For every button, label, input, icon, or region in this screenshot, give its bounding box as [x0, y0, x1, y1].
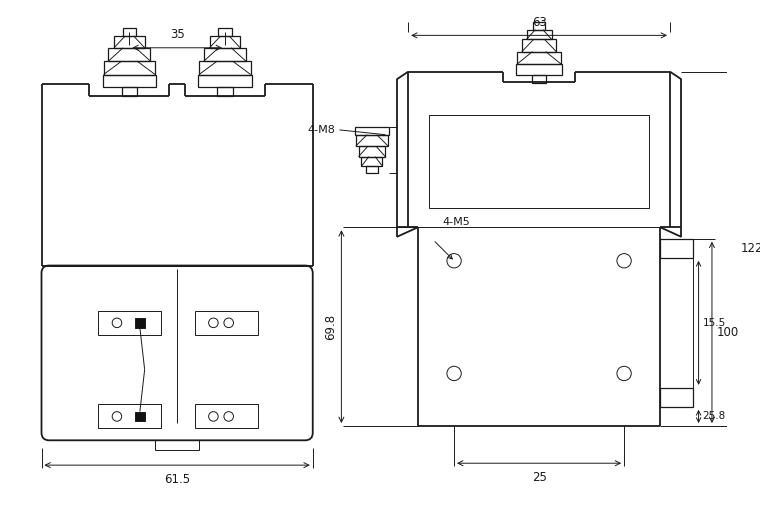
- Text: 4-M5: 4-M5: [442, 217, 470, 227]
- Bar: [103, 61, 155, 75]
- Text: 122: 122: [740, 242, 760, 256]
- Bar: [195, 405, 258, 428]
- Bar: [98, 311, 161, 335]
- Bar: [218, 28, 232, 36]
- Bar: [362, 157, 382, 166]
- Text: 4-M8: 4-M8: [308, 125, 336, 135]
- Text: 61.5: 61.5: [164, 473, 190, 486]
- Bar: [103, 75, 156, 87]
- Bar: [204, 48, 246, 61]
- Bar: [660, 388, 693, 407]
- Bar: [114, 36, 144, 48]
- Bar: [533, 76, 546, 83]
- Bar: [217, 87, 233, 96]
- Bar: [122, 87, 137, 96]
- Bar: [198, 75, 252, 87]
- Bar: [356, 135, 388, 146]
- Text: 35: 35: [169, 28, 185, 41]
- Bar: [109, 48, 150, 61]
- Bar: [516, 64, 562, 76]
- Bar: [135, 412, 144, 421]
- Text: 100: 100: [717, 326, 739, 339]
- Bar: [210, 36, 240, 48]
- Text: 25.8: 25.8: [702, 411, 726, 422]
- Bar: [660, 239, 693, 258]
- Bar: [355, 127, 389, 135]
- Bar: [122, 28, 136, 36]
- Bar: [98, 405, 161, 428]
- Text: 63: 63: [532, 16, 546, 29]
- Bar: [517, 52, 561, 64]
- Text: 15.5: 15.5: [702, 318, 726, 328]
- Bar: [199, 61, 251, 75]
- Bar: [366, 166, 378, 173]
- Text: 25: 25: [532, 471, 546, 484]
- Bar: [195, 311, 258, 335]
- Bar: [534, 22, 545, 30]
- Bar: [155, 440, 199, 450]
- Bar: [359, 146, 385, 157]
- Bar: [429, 114, 649, 208]
- Bar: [527, 30, 552, 39]
- Text: 69.8: 69.8: [325, 314, 337, 340]
- Bar: [135, 318, 144, 328]
- Bar: [522, 39, 556, 52]
